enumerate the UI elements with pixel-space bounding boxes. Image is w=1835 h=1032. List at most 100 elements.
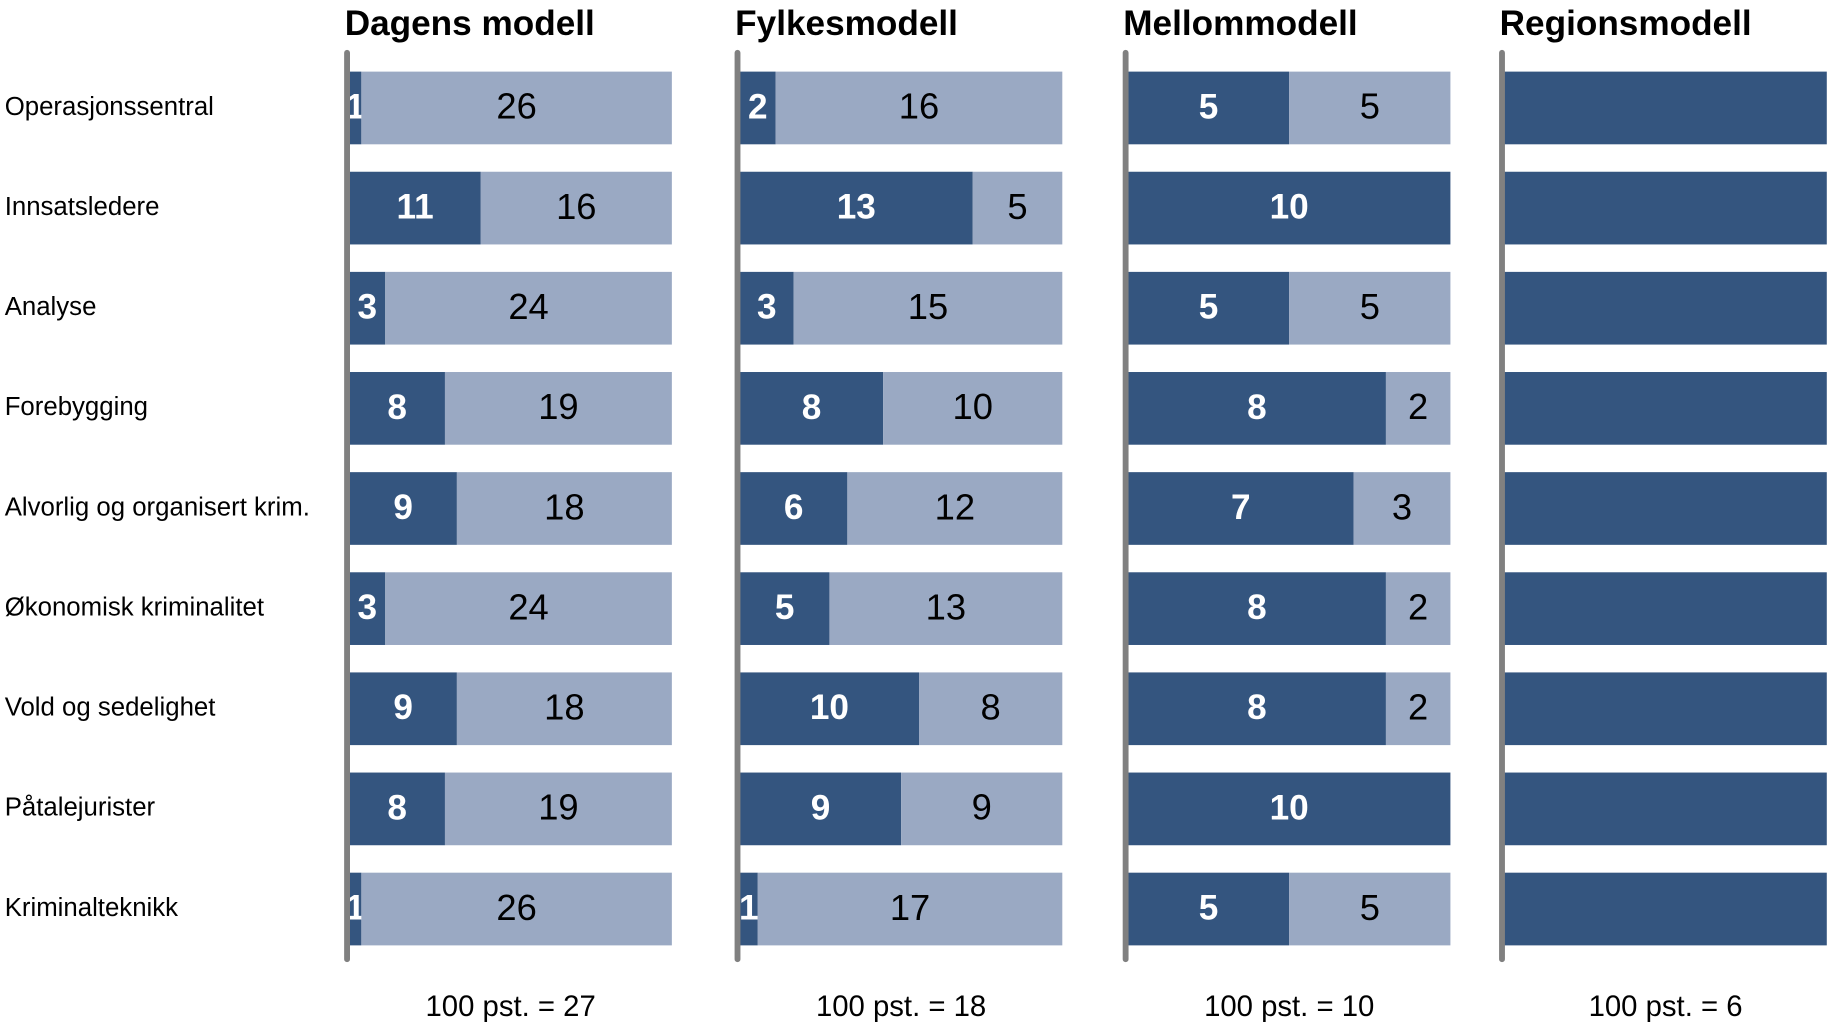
bar-segment <box>1289 872 1451 946</box>
bar-segment <box>385 271 672 345</box>
value-label: 5 <box>1199 87 1219 126</box>
bar-segment <box>349 672 457 746</box>
value-label: 2 <box>748 87 768 126</box>
bar-segment <box>444 772 672 846</box>
bar-segment <box>793 271 1063 345</box>
bar-segment <box>1127 71 1290 145</box>
value-label: 10 <box>1270 188 1309 227</box>
panel-title: Regionsmodell <box>1500 4 1752 43</box>
panel-title: Mellommodell <box>1123 4 1357 43</box>
bar-segment <box>739 872 758 946</box>
value-label: 18 <box>544 687 584 728</box>
bar-segment <box>349 171 481 245</box>
bar-segment <box>829 572 1063 645</box>
bar-segment <box>1504 271 1827 345</box>
bar-segment <box>1504 772 1827 846</box>
panel-title: Fylkesmodell <box>735 4 958 43</box>
value-label: 5 <box>1199 888 1219 927</box>
value-label: 24 <box>508 286 548 327</box>
value-label: 19 <box>538 787 578 828</box>
category-label: Kriminalteknikk <box>5 894 178 922</box>
bar-segment <box>739 271 794 345</box>
bar-segment <box>349 271 386 345</box>
value-label: 2 <box>1408 586 1428 627</box>
value-label: 15 <box>908 286 948 327</box>
value-label: 24 <box>508 586 548 627</box>
value-label: 8 <box>1247 688 1267 727</box>
bar-segment <box>847 472 1063 545</box>
bar-segment <box>349 772 445 846</box>
bar-segment <box>1504 572 1827 645</box>
value-label: 8 <box>387 388 407 427</box>
bar-segment <box>901 772 1063 846</box>
bar-segment <box>918 672 1063 746</box>
bar-segment <box>1127 772 1451 846</box>
value-label: 11 <box>397 188 434 227</box>
bar-segment <box>1385 672 1451 746</box>
value-label: 2 <box>1408 687 1428 728</box>
value-label: 10 <box>1270 788 1309 827</box>
value-label: 26 <box>496 887 536 928</box>
value-label: 3 <box>1392 486 1412 527</box>
bar-segment <box>456 472 672 545</box>
value-label: 5 <box>1199 288 1219 327</box>
bar-segment <box>1504 372 1827 445</box>
bar-segment <box>972 171 1063 245</box>
value-label: 16 <box>899 86 939 127</box>
value-label: 5 <box>775 588 795 627</box>
value-label: 12 <box>935 486 975 527</box>
value-label: 8 <box>1247 388 1267 427</box>
value-label: 13 <box>837 188 876 227</box>
bar-segment <box>349 71 362 145</box>
bar-segment <box>361 71 672 145</box>
bar-segment <box>349 372 445 445</box>
value-label: 5 <box>1360 286 1380 327</box>
bar-segment <box>883 372 1063 445</box>
bar-segment <box>739 472 848 545</box>
value-label: 9 <box>972 787 992 828</box>
category-label: Forebygging <box>5 393 148 421</box>
total-label: 100 pst. = 10 <box>1204 990 1374 1023</box>
value-label: 5 <box>1360 887 1380 928</box>
category-label: Innsatsledere <box>5 193 160 221</box>
panel-title: Dagens modell <box>345 4 595 43</box>
bar-segment <box>1127 372 1386 445</box>
value-label: 16 <box>556 186 596 227</box>
category-label: Analyse <box>5 293 97 321</box>
category-label: Operasjonssentral <box>5 93 214 121</box>
bar-segment <box>480 171 672 245</box>
bar-segment <box>1127 572 1386 645</box>
bar-segment <box>1127 171 1451 245</box>
value-label: 10 <box>953 386 993 427</box>
category-label: Alvorlig og organisert krim. <box>5 493 310 521</box>
bar-segment <box>1127 271 1290 345</box>
bar-segment <box>349 572 386 645</box>
value-label: 3 <box>358 588 378 627</box>
value-label: 5 <box>1007 186 1027 227</box>
bar-segment <box>1385 572 1451 645</box>
value-label: 8 <box>802 388 822 427</box>
value-label: 5 <box>1360 86 1380 127</box>
value-label: 3 <box>757 288 777 327</box>
total-label: 100 pst. = 18 <box>816 990 986 1023</box>
value-label: 3 <box>358 288 378 327</box>
value-label: 8 <box>1247 588 1267 627</box>
value-label: 9 <box>811 788 831 827</box>
bar-segment <box>739 171 973 245</box>
bar-segment <box>1127 872 1290 946</box>
category-label: Økonomisk kriminalitet <box>5 593 264 621</box>
value-label: 1 <box>346 888 366 927</box>
bar-segment <box>1504 171 1827 245</box>
category-label: Vold og sedelighet <box>5 694 216 722</box>
bar-segment <box>739 772 902 846</box>
bar-segment <box>444 372 672 445</box>
bar-segment <box>1127 672 1386 746</box>
value-label: 13 <box>926 586 966 627</box>
bar-segment <box>775 71 1063 145</box>
category-label: Påtalejurister <box>5 794 156 822</box>
bar-segment <box>1353 472 1451 545</box>
value-label: 2 <box>1408 386 1428 427</box>
bar-segment <box>1289 71 1451 145</box>
bar-segment <box>1504 872 1827 946</box>
